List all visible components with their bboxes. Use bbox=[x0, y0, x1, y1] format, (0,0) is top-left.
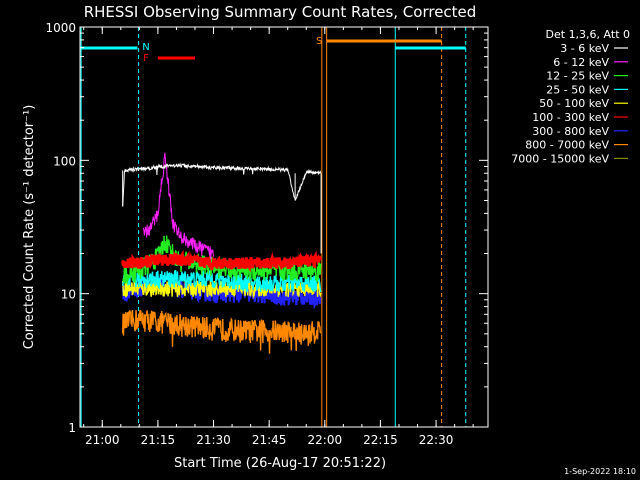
series-line-5 bbox=[121, 249, 323, 273]
series-line-1 bbox=[142, 152, 214, 260]
legend-label: 300 - 800 keV bbox=[532, 125, 609, 138]
x-tick-label: 22:15 bbox=[363, 433, 398, 447]
x-tick-label: 22:30 bbox=[419, 433, 454, 447]
legend-label: 25 - 50 keV bbox=[546, 83, 609, 96]
y-tick-label: 1 bbox=[68, 421, 76, 435]
legend-label: 12 - 25 keV bbox=[546, 70, 609, 83]
axes bbox=[79, 26, 489, 428]
chart-title: RHESSI Observing Summary Count Rates, Co… bbox=[84, 3, 477, 21]
legend-label: 50 - 100 keV bbox=[539, 97, 609, 110]
y-tick-label: 100 bbox=[53, 154, 76, 168]
series-line-0 bbox=[122, 162, 322, 207]
series-layer bbox=[121, 152, 323, 354]
x-tick-label: 21:30 bbox=[196, 433, 231, 447]
annotation-n: N bbox=[142, 42, 149, 53]
x-tick-label: 21:15 bbox=[141, 433, 176, 447]
ticks: 21:00 21:15 21:30 21:45 22:00 22:15 22:30 1 10 10… bbox=[45, 21, 488, 447]
y-tick-label: 10 bbox=[61, 288, 76, 302]
x-axis-label: Start Time (26-Aug-17 20:51:22) bbox=[174, 456, 386, 471]
legend-label: 800 - 7000 keV bbox=[525, 139, 609, 152]
series-line-7 bbox=[122, 309, 322, 354]
plot-frame bbox=[79, 26, 489, 428]
y-axis-label: Corrected Count Rate (s⁻¹ detector⁻¹) bbox=[22, 105, 37, 350]
timestamp-label: 1-Sep-2022 18:10 bbox=[564, 467, 636, 476]
x-tick-label: 21:45 bbox=[252, 433, 287, 447]
legend-title: Det 1,3,6, Att 0 bbox=[546, 28, 630, 41]
y-tick-label: 1000 bbox=[45, 21, 76, 35]
legend-label: 6 - 12 keV bbox=[553, 56, 609, 69]
legend-label: 100 - 300 keV bbox=[532, 111, 609, 124]
x-tick-label: 22:00 bbox=[308, 433, 343, 447]
legend-label: 7000 - 15000 keV bbox=[511, 152, 609, 165]
annotation-s: S bbox=[316, 36, 322, 47]
annotation-f: F bbox=[143, 53, 149, 64]
overlay-lines: NF S bbox=[80, 27, 467, 427]
legend-label: 3 - 6 keV bbox=[560, 42, 609, 55]
x-tick-label: 21:00 bbox=[85, 433, 120, 447]
